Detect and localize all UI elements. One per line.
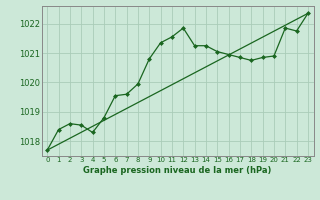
X-axis label: Graphe pression niveau de la mer (hPa): Graphe pression niveau de la mer (hPa) [84,166,272,175]
